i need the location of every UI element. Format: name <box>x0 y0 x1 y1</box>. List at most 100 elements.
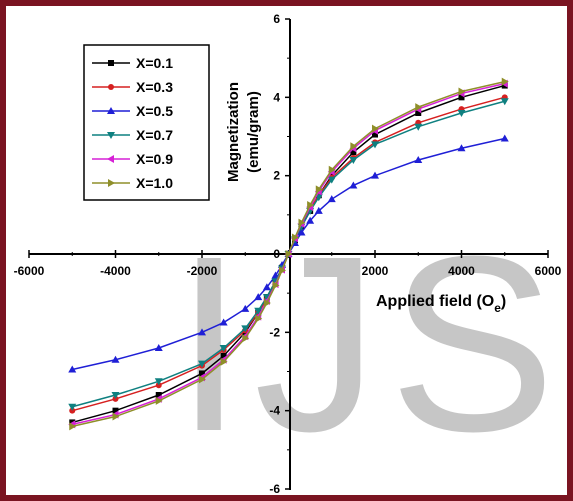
legend-swatch-marker <box>107 155 114 163</box>
legend-swatch-marker <box>107 107 115 114</box>
data-point <box>327 176 336 184</box>
y-tick-label: 6 <box>273 12 280 26</box>
data-point <box>219 318 228 326</box>
data-point <box>154 378 163 386</box>
data-point <box>199 375 206 384</box>
data-point <box>112 407 119 414</box>
data-point <box>307 201 315 210</box>
x-tick-label: 4000 <box>448 264 475 278</box>
series-group <box>68 77 509 431</box>
data-point <box>372 124 379 133</box>
legend-swatch-marker <box>108 84 114 90</box>
data-point <box>198 360 206 368</box>
y-tick-label: -4 <box>269 404 280 418</box>
legend-label: X=0.1 <box>136 55 173 71</box>
data-point <box>414 156 423 163</box>
data-point <box>220 352 227 359</box>
data-point <box>414 123 423 131</box>
data-point <box>349 157 358 164</box>
legend-item: X=0.7 <box>92 127 173 143</box>
legend-swatch-marker <box>108 179 115 187</box>
watermark: IJS <box>174 204 565 483</box>
x-axis-title-main: Applied field (O <box>376 293 494 310</box>
y-axis-title-line2: (emu/gram) <box>245 91 262 173</box>
data-point <box>458 94 465 101</box>
data-point <box>328 165 336 174</box>
data-point <box>350 142 358 151</box>
legend-item: X=0.3 <box>92 79 173 95</box>
data-point <box>500 98 509 106</box>
y-tick-label: -2 <box>269 325 280 339</box>
legend: X=0.1 X=0.3 X=0.5 X=0.7 X=0.9 X=1.0 <box>83 44 210 201</box>
x-axis-title-close: ) <box>501 293 506 310</box>
data-point <box>306 216 315 224</box>
data-point <box>263 298 271 307</box>
data-point <box>458 87 466 96</box>
legend-label: X=0.7 <box>136 127 173 143</box>
data-point <box>291 233 299 242</box>
y-axis-title-line1: Magnetization <box>225 82 242 182</box>
legend-label: X=0.5 <box>136 103 173 119</box>
legend-box <box>83 44 210 201</box>
data-point <box>298 218 306 227</box>
data-point <box>199 370 205 377</box>
watermark-text: IJS <box>174 204 565 483</box>
data-point <box>255 314 263 323</box>
legend-label: X=1.0 <box>136 175 173 191</box>
data-point <box>372 131 378 138</box>
y-tick-label: -6 <box>269 482 280 496</box>
x-tick-label: -2000 <box>187 264 218 278</box>
x-axis-title-sub: e <box>494 301 501 315</box>
x-tick-label: 2000 <box>362 264 389 278</box>
data-point <box>415 103 423 112</box>
data-point <box>272 281 280 290</box>
data-point <box>371 171 379 179</box>
legend-item: X=0.9 <box>92 151 173 167</box>
axes: -6000 -4000 -2000 2000 4000 6000 -6 -4 -2 0 2 4 6 <box>14 12 562 496</box>
data-point <box>220 357 228 366</box>
data-point <box>112 412 120 421</box>
data-point <box>327 195 336 203</box>
data-point <box>111 355 120 363</box>
data-point <box>349 181 358 189</box>
legend-item: X=0.1 <box>92 55 173 71</box>
y-tick-label: 4 <box>273 90 280 104</box>
data-point <box>154 344 163 351</box>
data-point <box>254 307 263 315</box>
data-point <box>285 250 293 258</box>
data-point <box>69 422 77 431</box>
data-point <box>219 345 228 352</box>
x-axis-title: Applied field (Oe) <box>376 293 506 315</box>
data-point <box>457 110 466 117</box>
series-X=1.0 <box>69 77 509 431</box>
data-point <box>279 266 287 275</box>
x-tick-label: 6000 <box>535 264 562 278</box>
y-axis-title: Magnetization (emu/gram) <box>225 82 262 182</box>
legend-label: X=0.3 <box>136 79 173 95</box>
data-point <box>262 283 271 291</box>
x-tick-label: -6000 <box>14 264 45 278</box>
legend-swatch-marker <box>108 60 114 66</box>
data-point <box>315 185 323 194</box>
data-point <box>500 134 509 142</box>
data-point <box>155 396 163 405</box>
legend-swatch-marker <box>107 132 115 139</box>
data-point <box>314 206 323 214</box>
data-point <box>242 334 250 343</box>
legend-item: X=1.0 <box>92 175 173 191</box>
data-point <box>155 392 162 398</box>
data-point <box>68 365 77 373</box>
legend-label: X=0.9 <box>136 151 173 167</box>
data-point <box>254 293 263 301</box>
x-tick-label: -4000 <box>100 264 131 278</box>
y-tick-label: 0 <box>273 247 280 261</box>
data-point <box>297 228 306 236</box>
y-tick-label: 2 <box>273 169 280 183</box>
data-point <box>415 110 422 116</box>
legend-item: X=0.5 <box>92 103 173 119</box>
data-point <box>501 77 509 86</box>
data-point <box>241 325 250 333</box>
data-point <box>198 328 206 336</box>
data-point <box>68 403 77 411</box>
